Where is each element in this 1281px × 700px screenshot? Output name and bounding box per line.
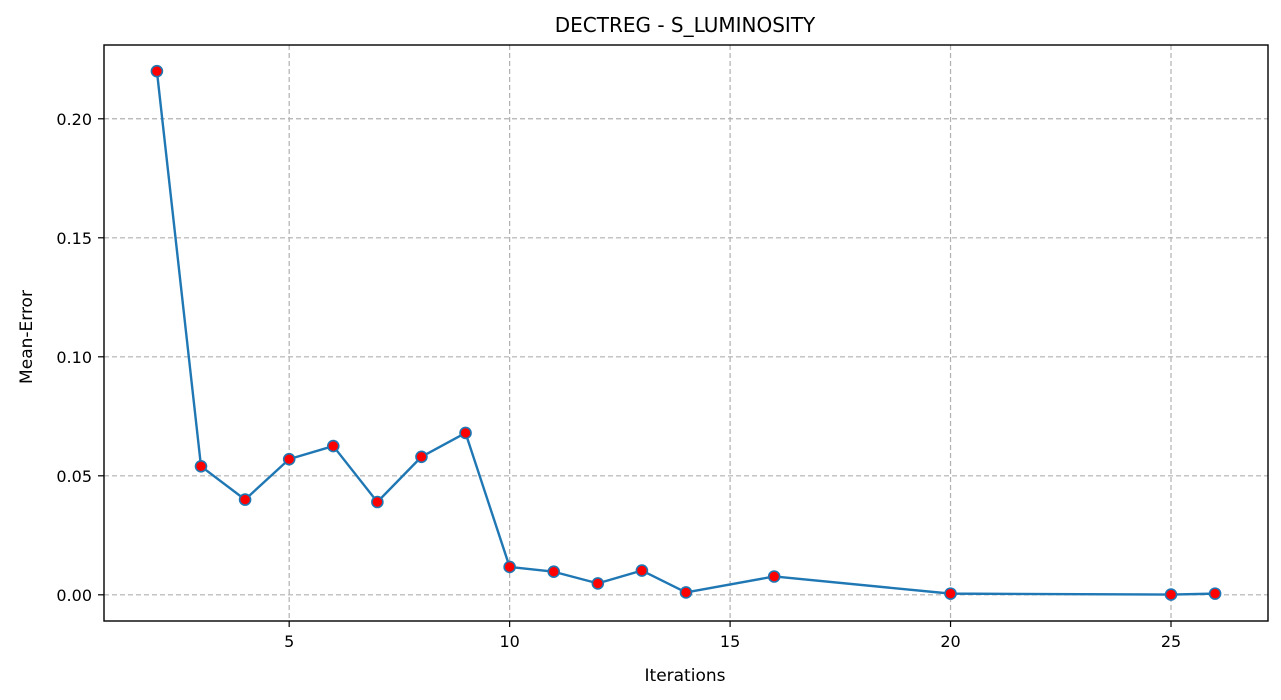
data-point — [503, 560, 516, 574]
plot-frame — [103, 44, 1269, 622]
data-point — [371, 495, 384, 509]
data-point — [767, 570, 781, 583]
x-tick-label: 20 — [940, 632, 960, 651]
y-tick-label: 0.20 — [56, 110, 92, 129]
data-point — [150, 64, 164, 78]
y-tick-label: 0.10 — [56, 348, 92, 367]
y-tick-label: 0.05 — [56, 467, 92, 486]
x-tick-label: 25 — [1161, 632, 1181, 651]
x-tick-label: 10 — [499, 632, 519, 651]
y-tick-label: 0.15 — [56, 229, 92, 248]
data-point — [944, 587, 957, 600]
data-point — [326, 439, 340, 453]
data-point — [415, 450, 428, 464]
data-point — [194, 459, 208, 473]
data-point — [679, 586, 693, 599]
data-point — [282, 452, 296, 466]
series — [150, 64, 1222, 601]
data-point — [1164, 588, 1178, 601]
data-point — [238, 493, 252, 506]
y-tick-label: 0.00 — [56, 586, 92, 605]
x-tick-label: 5 — [284, 632, 294, 651]
chart-title: DECTREG - S_LUMINOSITY — [555, 13, 816, 37]
data-point — [547, 565, 561, 579]
data-point — [459, 426, 472, 440]
data-point — [1208, 587, 1222, 600]
ticks: 5 10 15 20 25 0.00 0.05 0.10 0.15 0.20 — [56, 110, 1181, 651]
grid — [104, 45, 1268, 621]
x-axis-label: Iterations — [645, 666, 726, 686]
x-tick-label: 15 — [720, 632, 740, 651]
data-point — [591, 577, 605, 590]
data-point — [635, 564, 649, 577]
series-line — [155, 71, 1216, 596]
y-axis-label: Mean-Error — [17, 290, 37, 384]
